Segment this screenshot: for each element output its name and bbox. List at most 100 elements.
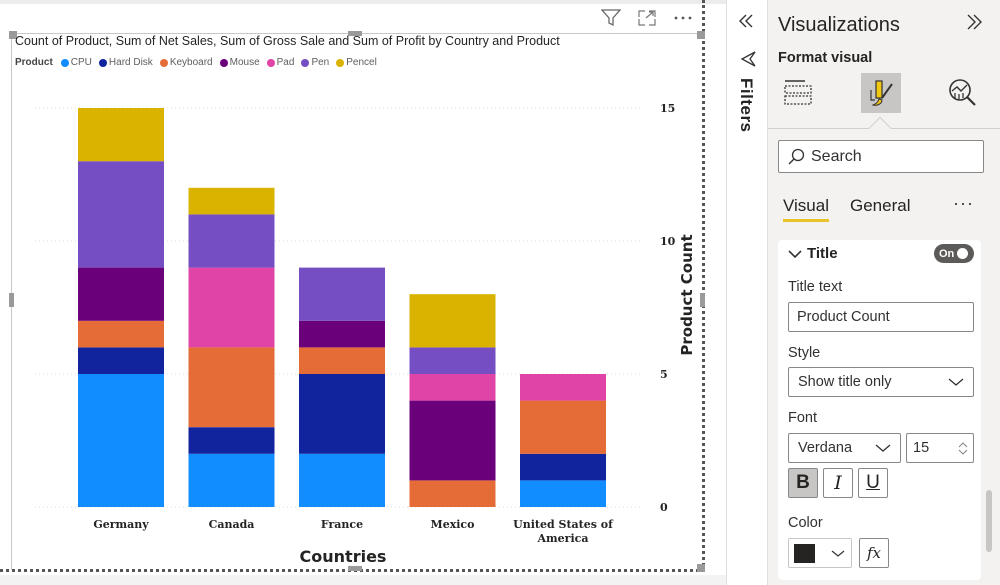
bar-segment-cpu[interactable] xyxy=(299,453,385,507)
funnel-icon[interactable] xyxy=(600,8,622,28)
stacked-bar-chart: 0 5 10 15 Germany Canada France Mexico United S… xyxy=(35,102,696,566)
resize-handle-top[interactable] xyxy=(348,31,362,36)
report-canvas: Count of Product, Sum of Net Sales, Sum … xyxy=(0,0,726,585)
legend-label: Pencel xyxy=(346,57,377,68)
chevron-down-icon xyxy=(948,378,964,386)
double-chevron-left-icon[interactable] xyxy=(737,12,755,34)
analytics-tab[interactable] xyxy=(943,73,983,113)
resize-handle-bottom-right[interactable] xyxy=(697,564,705,572)
bar-segment-mouse[interactable] xyxy=(299,320,385,348)
bar-segment-hard-disk[interactable] xyxy=(520,453,606,481)
visual-header xyxy=(600,8,694,28)
bold-button[interactable]: B xyxy=(788,468,818,498)
chevron-down-icon xyxy=(831,550,845,557)
format-visual-tab[interactable] xyxy=(861,73,901,113)
font-color-picker[interactable] xyxy=(788,538,852,568)
title-section-header[interactable]: Title xyxy=(788,245,838,262)
pane-scrollbar[interactable] xyxy=(986,490,992,552)
x-tick-label: Germany xyxy=(93,518,149,531)
bar-segment-keyboard[interactable] xyxy=(78,320,164,348)
legend-dot xyxy=(336,58,345,67)
build-visual-tab[interactable] xyxy=(778,73,818,113)
stepper-arrows xyxy=(958,441,968,456)
fields-icon xyxy=(784,80,812,105)
double-chevron-right-icon[interactable] xyxy=(964,12,984,38)
search-box[interactable] xyxy=(778,140,984,173)
resize-handle-bottom[interactable] xyxy=(348,566,362,571)
x-tick-label: America xyxy=(537,532,589,545)
bar-segment-pencel[interactable] xyxy=(78,108,164,162)
resize-handle-top-right[interactable] xyxy=(697,31,705,39)
bar-segment-pen[interactable] xyxy=(78,161,164,268)
style-dropdown[interactable]: Show title only xyxy=(788,367,974,397)
underline-button[interactable]: U xyxy=(858,468,888,498)
tab-visual[interactable]: Visual xyxy=(783,196,829,222)
legend-item-keyboard[interactable]: Keyboard xyxy=(159,57,213,68)
y-tick-label: 0 xyxy=(660,501,668,514)
bar-segment-hard-disk[interactable] xyxy=(78,347,164,374)
y-tick-label: 5 xyxy=(660,368,668,381)
legend-item-cpu[interactable]: CPU xyxy=(60,57,92,68)
chevron-down-icon[interactable] xyxy=(958,449,968,456)
italic-button[interactable]: I xyxy=(823,468,853,498)
more-options-icon[interactable]: ··· xyxy=(953,193,974,213)
legend-item-pencel[interactable]: Pencel xyxy=(336,57,377,68)
title-toggle[interactable]: On xyxy=(934,244,974,263)
more-options-icon[interactable] xyxy=(672,8,694,28)
bar-segment-keyboard[interactable] xyxy=(520,400,606,454)
bar-segment-cpu[interactable] xyxy=(78,374,164,507)
bar-segment-pencel[interactable] xyxy=(409,294,496,348)
bar-segment-pad[interactable] xyxy=(188,267,275,348)
bar-segment-hard-disk[interactable] xyxy=(299,374,385,454)
chevron-down-icon xyxy=(875,444,891,452)
search-input[interactable] xyxy=(811,147,971,166)
resize-handle-top-left[interactable] xyxy=(9,31,17,39)
chevron-up-icon[interactable] xyxy=(958,441,968,448)
legend-label: CPU xyxy=(70,57,92,68)
bar-segment-keyboard[interactable] xyxy=(299,347,385,374)
bar-segment-pen[interactable] xyxy=(299,267,385,321)
legend-label: Hard Disk xyxy=(108,57,153,68)
x-tick-label: Mexico xyxy=(431,518,475,531)
filters-pane-label[interactable]: Filters xyxy=(737,78,756,133)
resize-handle-left[interactable] xyxy=(9,293,14,307)
legend-item-pad[interactable]: Pad xyxy=(266,57,294,68)
legend-title: Product xyxy=(15,57,53,68)
font-label: Font xyxy=(788,410,818,426)
selection-border-right xyxy=(702,0,705,572)
funnel-icon[interactable] xyxy=(739,50,757,73)
bar-segment-pen[interactable] xyxy=(188,214,275,268)
bar-segment-keyboard[interactable] xyxy=(188,347,275,428)
x-axis-title: Countries xyxy=(300,547,387,566)
bar-segment-mouse[interactable] xyxy=(78,267,164,321)
bar-segment-cpu[interactable] xyxy=(188,453,275,507)
legend-dot xyxy=(60,58,69,67)
chart-title: Count of Product, Sum of Net Sales, Sum … xyxy=(15,34,560,48)
bar-segment-pad[interactable] xyxy=(520,374,606,401)
resize-handle-right[interactable] xyxy=(700,293,705,307)
font-family-dropdown[interactable]: Verdana xyxy=(788,433,901,463)
bar-segment-mouse[interactable] xyxy=(409,400,496,481)
legend-item-pen[interactable]: Pen xyxy=(301,57,329,68)
focus-mode-icon[interactable] xyxy=(636,8,658,28)
bar-segment-hard-disk[interactable] xyxy=(188,427,275,454)
toggle-label: On xyxy=(939,247,955,260)
bar-segment-cpu[interactable] xyxy=(520,480,606,507)
legend-label: Pen xyxy=(311,57,330,68)
bar-segment-pad[interactable] xyxy=(409,374,496,401)
font-family-value: Verdana xyxy=(798,440,853,456)
title-text-input[interactable] xyxy=(788,302,974,332)
tab-general[interactable]: General xyxy=(850,196,911,215)
font-size-stepper[interactable]: 15 xyxy=(906,433,974,463)
color-label: Color xyxy=(788,515,823,531)
bar-segment-keyboard[interactable] xyxy=(409,480,496,507)
y-axis-title: Product Count xyxy=(678,234,696,355)
conditional-format-fx-button[interactable]: fx xyxy=(859,538,889,568)
style-label: Style xyxy=(788,345,821,361)
bar-segment-pencel[interactable] xyxy=(188,187,275,215)
x-tick-label: France xyxy=(321,518,363,531)
bar-segment-pen[interactable] xyxy=(409,347,496,374)
legend-item-mouse[interactable]: Mouse xyxy=(219,57,260,68)
x-axis-ticks: Germany Canada France Mexico United States o… xyxy=(93,518,614,545)
legend-item-hard-disk[interactable]: Hard Disk xyxy=(98,57,153,68)
